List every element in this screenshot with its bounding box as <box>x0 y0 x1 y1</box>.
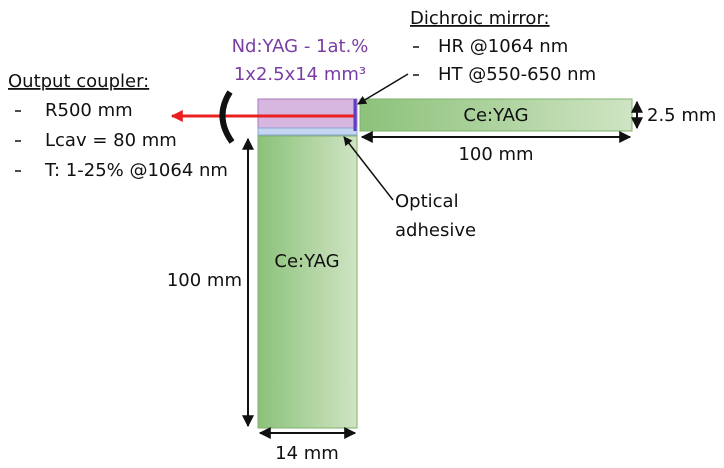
vertical-crystal <box>257 135 358 429</box>
nd-yag-crystal <box>257 98 358 129</box>
dichroic-item: HT @550-650 nm <box>438 64 596 85</box>
nd-yag-label: Nd:YAG - 1at.% <box>232 36 369 57</box>
adhesive-layer <box>257 127 358 136</box>
dichroic-item: HR @1064 nm <box>438 36 568 57</box>
adhesive-label: adhesive <box>395 220 476 241</box>
pointer-arrow <box>357 73 409 105</box>
pointer-arrow <box>343 136 394 201</box>
dimension-label: 100 mm <box>167 270 242 291</box>
output-coupler <box>219 90 235 144</box>
dichroic-title: Dichroic mirror: <box>410 8 550 29</box>
nd-yag-size: 1x2.5x14 mm³ <box>234 64 366 85</box>
dimension-label: 2.5 mm <box>647 105 716 126</box>
adhesive-label: Optical <box>395 191 459 212</box>
bullets <box>15 46 419 172</box>
coupler-item: R500 mm <box>45 100 133 121</box>
dimension-label: 100 mm <box>458 144 533 165</box>
crystal-label: Ce:YAG <box>463 105 528 126</box>
coupler-item: T: 1-25% @1064 nm <box>44 160 228 181</box>
coupler-title: Output coupler: <box>8 71 149 92</box>
crystal-label: Ce:YAG <box>274 251 339 272</box>
dimension-label: 14 mm <box>275 443 339 464</box>
coupler-item: Lcav = 80 mm <box>45 130 177 151</box>
horizontal-crystal <box>359 98 633 132</box>
